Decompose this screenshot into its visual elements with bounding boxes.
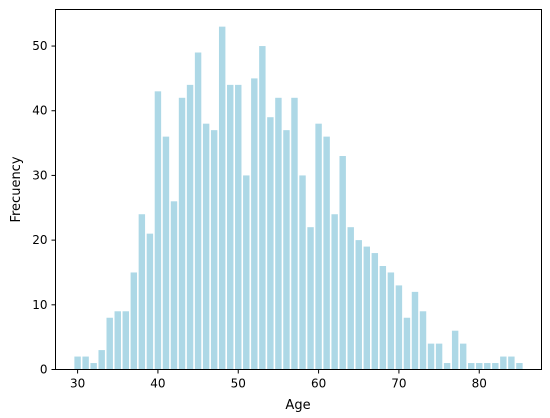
bar-age-79 — [468, 363, 475, 370]
bar-age-78 — [459, 343, 467, 370]
x-axis-label: Age — [285, 398, 310, 413]
bar-age-71 — [403, 317, 411, 370]
bar-age-35 — [114, 311, 121, 370]
bar-age-82 — [492, 363, 499, 370]
bar-age-80 — [476, 363, 483, 370]
bar-age-85 — [516, 363, 523, 370]
bar-age-73 — [419, 311, 427, 370]
bar-age-72 — [411, 291, 419, 370]
bar-age-53 — [259, 46, 266, 370]
bar-age-41 — [162, 136, 170, 370]
bar-age-42 — [170, 201, 178, 370]
bar-age-39 — [146, 233, 154, 370]
bar-age-49 — [227, 84, 234, 370]
bar-age-64 — [347, 227, 354, 370]
bar-age-70 — [395, 285, 403, 370]
x-tick-label: 80 — [472, 377, 487, 391]
bar-age-37 — [130, 272, 138, 370]
bar-age-38 — [138, 214, 146, 370]
bar-age-52 — [251, 78, 258, 370]
bar-age-76 — [443, 363, 451, 370]
y-tick-label: 40 — [32, 104, 47, 118]
bar-age-55 — [275, 97, 282, 370]
bar-age-63 — [339, 156, 346, 370]
bar-age-57 — [291, 97, 298, 370]
bar-age-81 — [484, 363, 491, 370]
bar-age-58 — [299, 175, 306, 370]
bar-age-69 — [387, 272, 395, 370]
bar-age-59 — [307, 227, 314, 370]
bar-age-84 — [508, 356, 515, 370]
y-tick-label: 10 — [32, 298, 47, 312]
y-tick-label: 50 — [32, 39, 47, 53]
bar-age-43 — [178, 97, 186, 370]
x-tick-label: 30 — [70, 377, 85, 391]
bar-age-77 — [451, 330, 459, 370]
bar-age-51 — [243, 175, 250, 370]
bar-age-67 — [371, 253, 379, 370]
bar-age-50 — [235, 84, 242, 370]
bar-age-46 — [202, 123, 210, 370]
x-axis-ticks: 30 40 50 60 70 80 — [70, 369, 487, 391]
bar-age-66 — [363, 246, 370, 370]
y-axis-label: Frecuency — [9, 156, 24, 222]
plot-frame — [55, 9, 542, 370]
x-tick-label: 50 — [231, 377, 246, 391]
x-tick-label: 60 — [311, 377, 326, 391]
bar-age-75 — [435, 343, 443, 370]
y-axis-ticks: 0 10 20 30 40 50 — [32, 39, 56, 377]
bar-age-48 — [218, 26, 226, 370]
bar-age-45 — [194, 52, 202, 370]
bars-group — [74, 26, 523, 370]
y-tick-label: 20 — [32, 233, 47, 247]
bar-age-47 — [210, 130, 218, 370]
bar-age-74 — [427, 343, 435, 370]
bar-age-30 — [74, 356, 81, 370]
bar-age-61 — [323, 136, 330, 370]
bar-age-54 — [267, 117, 274, 370]
y-tick-label: 30 — [32, 168, 47, 182]
bar-age-60 — [315, 123, 322, 370]
y-tick-label: 0 — [40, 363, 48, 377]
bar-age-62 — [331, 214, 338, 370]
x-tick-label: 40 — [150, 377, 165, 391]
bar-age-36 — [122, 311, 130, 370]
bar-age-68 — [379, 266, 387, 370]
x-tick-label: 70 — [391, 377, 406, 391]
bar-age-34 — [106, 317, 113, 370]
bar-age-31 — [82, 356, 89, 370]
bar-age-44 — [186, 84, 194, 370]
bar-age-40 — [154, 91, 162, 370]
bar-age-33 — [98, 350, 105, 370]
bar-age-32 — [90, 363, 97, 370]
bar-age-56 — [283, 130, 290, 370]
bar-age-65 — [355, 240, 362, 370]
bar-age-83 — [500, 356, 507, 370]
